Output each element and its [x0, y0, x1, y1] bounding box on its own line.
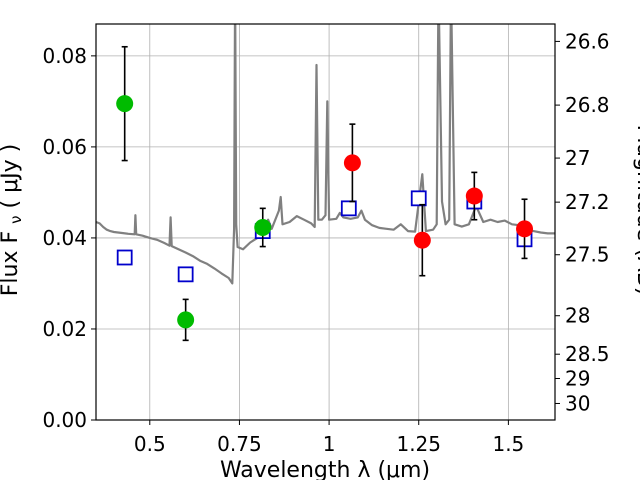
y-tick-label: 0.08: [42, 44, 87, 68]
plot-frame: [95, 23, 556, 421]
y-axis-title: Flux F ν ( μJy ): [0, 144, 27, 296]
photometry-point: [413, 231, 431, 249]
x-axis-title: Wavelength λ (μm): [220, 458, 430, 480]
model-square-point: [340, 200, 357, 217]
model-square-point: [177, 266, 194, 283]
x-tick-label: 0.75: [217, 432, 262, 456]
y2-axis-title: Magnitude (AB): [632, 125, 640, 296]
photometry-point: [343, 154, 361, 172]
y-tick-label: 0.04: [42, 226, 87, 250]
model-square-point: [410, 190, 427, 207]
y2-tick-label: 28.5: [565, 342, 610, 366]
x-tick-label: 1.25: [396, 432, 441, 456]
y-tick-label: 0.00: [42, 408, 87, 432]
model-square-point: [116, 249, 133, 266]
y-tick-label: 0.06: [42, 135, 87, 159]
y2-tick-label: 29: [565, 366, 590, 390]
y-tick-label: 0.02: [42, 317, 87, 341]
y2-tick-label: 28: [565, 304, 590, 328]
series-layer: [96, 24, 555, 342]
y-axis-title-main: Flux F: [0, 231, 23, 296]
x-tick-label: 1.5: [492, 432, 524, 456]
photometry-point: [254, 218, 272, 236]
photometry-point: [516, 220, 534, 238]
y2-tick-label: 27.2: [565, 190, 610, 214]
x-tick-label: 0.5: [134, 432, 166, 456]
tick-marks: 0.5 0.75 1 1.25 1.5 0.00 0.02 0.04 0.06 0.08 26.6 2…: [42, 29, 609, 456]
photometry-point: [465, 187, 483, 205]
photometry-point: [116, 95, 134, 113]
spectrum-line: [96, 24, 555, 285]
y2-tick-label: 26.6: [565, 29, 610, 53]
y2-tick-label: 26.8: [565, 93, 610, 117]
x-tick-label: 1: [323, 432, 336, 456]
y-axis-title-units: ( μJy ): [0, 144, 23, 209]
photometry-point: [177, 311, 195, 329]
y2-tick-label: 30: [565, 391, 590, 415]
y2-tick-label: 27: [565, 146, 590, 170]
y-axis-title-sub: ν: [7, 215, 25, 223]
y2-tick-label: 27.5: [565, 243, 610, 267]
